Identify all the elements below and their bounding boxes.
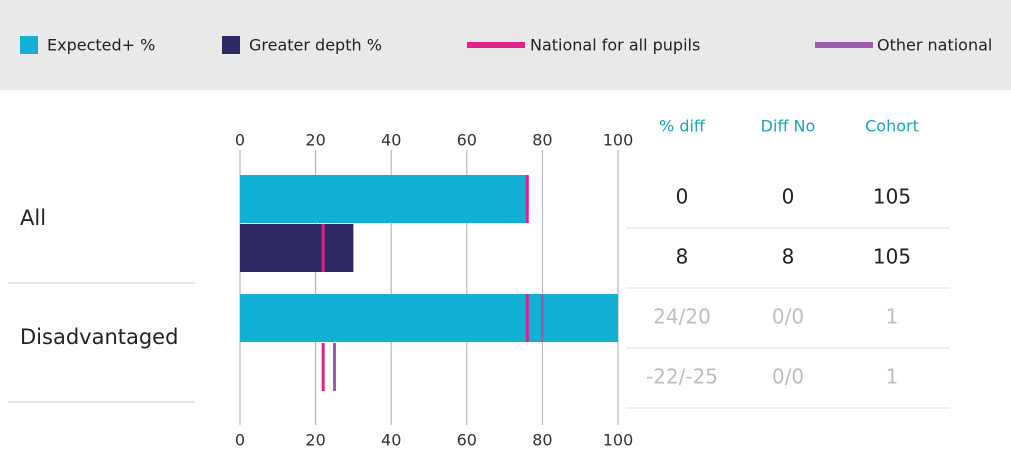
legend-swatch bbox=[20, 36, 38, 54]
table-header: Cohort bbox=[865, 117, 919, 136]
x-tick-label: 20 bbox=[305, 131, 325, 150]
x-tick-label: 80 bbox=[532, 131, 552, 150]
x-tick-label: 80 bbox=[532, 431, 552, 449]
legend-swatch bbox=[467, 42, 525, 48]
national-marker bbox=[525, 175, 529, 223]
table-cell: 24/20 bbox=[653, 305, 711, 329]
table-cell: 8 bbox=[782, 245, 795, 269]
table-cell: 1 bbox=[886, 365, 899, 389]
table-header: % diff bbox=[659, 117, 706, 136]
category-label: All bbox=[20, 206, 46, 230]
table-cell: 0/0 bbox=[772, 365, 804, 389]
legend-swatch bbox=[222, 36, 240, 54]
table-cell: 0/0 bbox=[772, 305, 804, 329]
national-marker bbox=[525, 294, 529, 342]
table-cell: -22/-25 bbox=[646, 365, 718, 389]
national-marker bbox=[540, 294, 544, 342]
table-cell: 1 bbox=[886, 305, 899, 329]
x-tick-label: 0 bbox=[235, 131, 245, 150]
bar bbox=[240, 224, 354, 272]
table-header: Diff No bbox=[761, 117, 816, 136]
bar bbox=[240, 175, 528, 223]
x-tick-label: 100 bbox=[603, 131, 634, 150]
table-cell: 0 bbox=[782, 185, 795, 209]
table-cell: 105 bbox=[873, 245, 911, 269]
x-tick-label: 0 bbox=[235, 431, 245, 449]
legend-swatch bbox=[815, 42, 873, 48]
legend-label: Other national bbox=[877, 36, 992, 55]
x-tick-label: 60 bbox=[457, 431, 477, 449]
bar bbox=[240, 294, 618, 342]
x-tick-label: 60 bbox=[457, 131, 477, 150]
x-tick-label: 20 bbox=[305, 431, 325, 449]
legend-label: Greater depth % bbox=[249, 36, 382, 55]
x-tick-label: 40 bbox=[381, 131, 401, 150]
table-cell: 8 bbox=[676, 245, 689, 269]
legend-label: National for all pupils bbox=[530, 36, 700, 55]
legend-label: Expected+ % bbox=[47, 36, 155, 55]
x-tick-label: 40 bbox=[381, 431, 401, 449]
x-tick-label: 100 bbox=[603, 431, 634, 449]
national-marker bbox=[321, 343, 325, 391]
table-cell: 0 bbox=[676, 185, 689, 209]
table-cell: 105 bbox=[873, 185, 911, 209]
national-marker bbox=[321, 224, 325, 272]
category-label: Disadvantaged bbox=[20, 325, 178, 349]
national-marker bbox=[333, 343, 336, 391]
